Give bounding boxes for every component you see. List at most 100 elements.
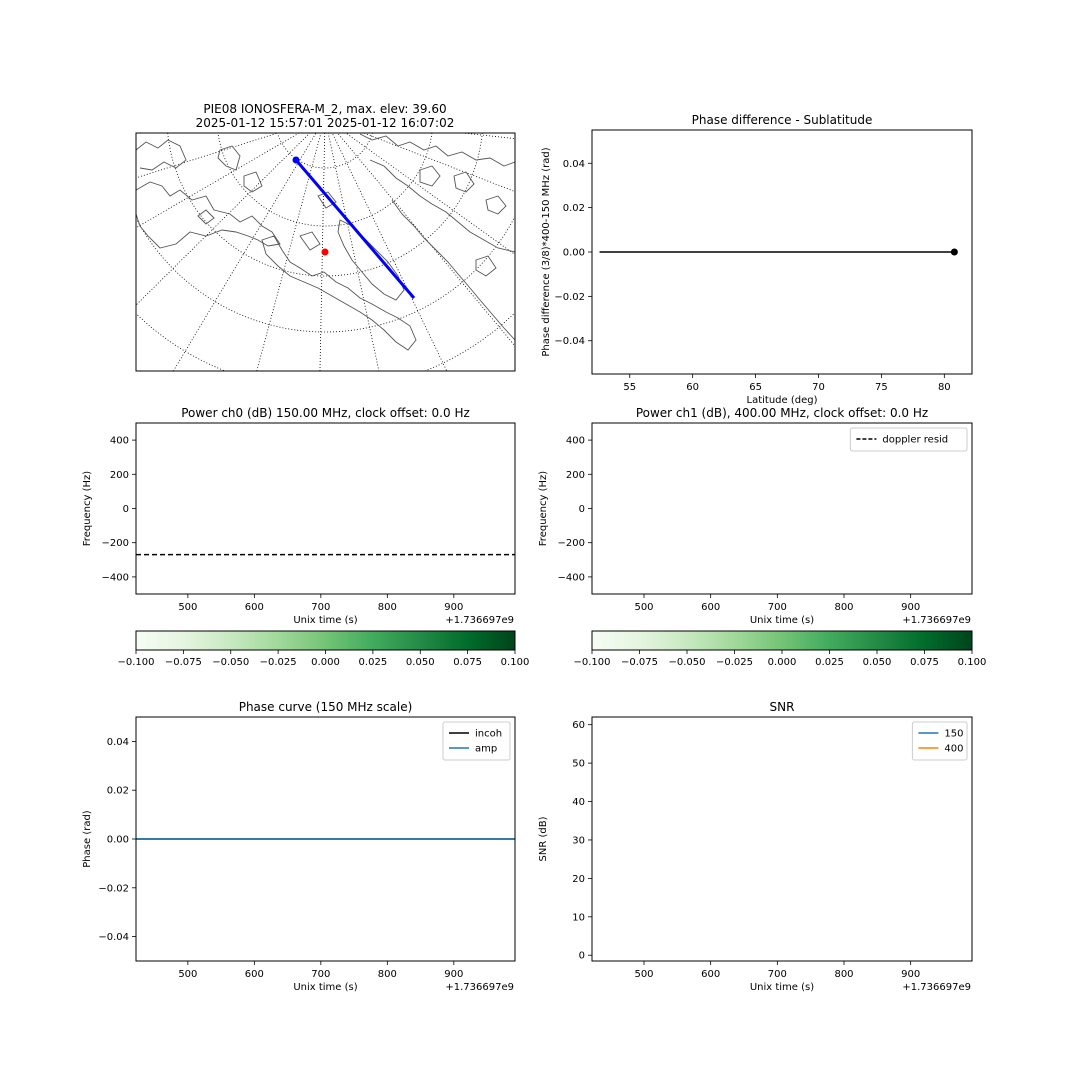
- power_ch0-ytick-label: 200: [110, 470, 129, 481]
- colorbar1-tick-label: 0.100: [958, 657, 987, 668]
- power-ch0-axes: Power ch0 (dB) 150.00 MHz, clock offset:…: [82, 406, 516, 626]
- map-title-line1: PIE08 IONOSFERA-M_2, max. elev: 39.60: [203, 102, 446, 116]
- map-station-marker: [321, 248, 329, 256]
- snr-title: SNR: [770, 700, 795, 714]
- phase_curve-xtick-label: 500: [178, 969, 197, 980]
- power_ch0-ytick-label: −200: [102, 538, 129, 549]
- phase_diff-xtick-label: 65: [749, 382, 762, 393]
- phase_curve-offset-text: +1.736697e9: [445, 982, 514, 993]
- colorbar0-tick-label: −0.025: [260, 657, 297, 668]
- power_ch0-ytick-label: 400: [110, 436, 129, 447]
- power_ch1-xtick-label: 800: [834, 602, 853, 613]
- colorbar-ch0: −0.100 −0.075 −0.050 −0.025 0.000 0.025 0.050 0…: [117, 630, 530, 668]
- power_ch1-xtick-label: 500: [634, 602, 653, 613]
- phase_diff-ytick-label: −0.04: [554, 336, 585, 347]
- snr-ytick-label: 50: [572, 759, 585, 770]
- map-satellite-track: [294, 159, 416, 299]
- power_ch0-frame: [135, 422, 516, 595]
- phase_diff-ytick-label: 0.02: [563, 203, 585, 214]
- phase_curve-ytick-label: 0.02: [107, 786, 129, 797]
- map-title-line2: 2025-01-12 15:57:01 2025-01-12 16:07:02: [196, 116, 455, 130]
- power_ch0-ytick-label: 0: [123, 504, 129, 515]
- colorbar1-tick-label: −0.075: [621, 657, 658, 668]
- snr-xlabel: Unix time (s): [750, 982, 814, 993]
- map-graticule-latitudes: [136, 133, 515, 371]
- snr-legend-label: 150: [944, 729, 963, 740]
- map-frame: [135, 132, 516, 372]
- snr-legend-label: 400: [944, 744, 963, 755]
- phase_curve-ytick-label: −0.04: [98, 932, 129, 943]
- snr-xtick-label: 600: [701, 969, 720, 980]
- power_ch0-ytick-label: −400: [102, 572, 129, 583]
- colorbar1-tick-label: 0.050: [863, 657, 892, 668]
- power_ch1-xtick-label: 600: [701, 602, 720, 613]
- snr-offset-text: +1.736697e9: [902, 982, 971, 993]
- colorbar0-tick-label: 0.075: [453, 657, 482, 668]
- power_ch0-offset-text: +1.736697e9: [445, 615, 514, 626]
- power_ch0-xtick-label: 800: [378, 602, 397, 613]
- phase_curve-legend-label: amp: [475, 744, 497, 755]
- snr-ytick-label: 40: [572, 797, 585, 808]
- power_ch1-ytick-label: −200: [558, 538, 585, 549]
- power_ch0-xtick-label: 900: [444, 602, 463, 613]
- phase-curve-axes: Phase curve (150 MHz scale) 500 600 700 800 9…: [82, 700, 516, 993]
- colorbar0-gradient: [135, 630, 516, 651]
- phase_curve-legend-label: incoh: [475, 729, 502, 740]
- colorbar0-tick-label: −0.050: [212, 657, 249, 668]
- phase-difference-axes: Phase difference - Sublatitude 55 60 65 70 75…: [541, 113, 973, 406]
- snr-frame: [591, 716, 973, 962]
- colorbar1-tick-label: 0.000: [768, 657, 797, 668]
- phase_curve-ytick-label: 0.00: [107, 835, 129, 846]
- power_ch1-title: Power ch1 (dB), 400.00 MHz, clock offset…: [636, 406, 928, 420]
- colorbar1-tick-label: 0.025: [815, 657, 844, 668]
- phase_diff-end-marker: [950, 248, 958, 256]
- snr-ytick-label: 20: [572, 874, 585, 885]
- snr-xtick-label: 900: [901, 969, 920, 980]
- colorbar1-gradient: [591, 630, 973, 651]
- colorbar1-tick-label: −0.100: [573, 657, 610, 668]
- power_ch1-ylabel: Frequency (Hz): [538, 471, 549, 547]
- snr-xtick-label: 500: [634, 969, 653, 980]
- snr-ylabel: SNR (dB): [538, 816, 549, 861]
- phase_curve-ytick-label: 0.04: [107, 737, 129, 748]
- phase_curve-xtick-label: 800: [378, 969, 397, 980]
- map-panel: PIE08 IONOSFERA-M_2, max. elev: 39.60 20…: [135, 102, 516, 372]
- phase_curve-xtick-label: 900: [444, 969, 463, 980]
- snr-xtick-label: 700: [768, 969, 787, 980]
- colorbar0-tick-label: 0.025: [359, 657, 388, 668]
- power_ch1-xtick-label: 700: [768, 602, 787, 613]
- colorbar-ch1: −0.100 −0.075 −0.050 −0.025 0.000 0.025 0.050 0…: [573, 630, 987, 668]
- power_ch1-offset-text: +1.736697e9: [902, 615, 971, 626]
- phase_diff-xtick-label: 60: [686, 382, 699, 393]
- power_ch0-title: Power ch0 (dB) 150.00 MHz, clock offset:…: [181, 406, 470, 420]
- power_ch0-xtick-label: 600: [245, 602, 264, 613]
- phase_diff-xtick-label: 55: [623, 382, 636, 393]
- snr-ytick-label: 0: [579, 951, 585, 962]
- power_ch0-xtick-label: 500: [178, 602, 197, 613]
- phase_diff-xtick-label: 80: [938, 382, 951, 393]
- snr-ytick-label: 30: [572, 835, 585, 846]
- phase_diff-ylabel: Phase difference (3/8)*400-150 MHz (rad): [541, 147, 552, 356]
- power_ch1-ytick-label: 200: [566, 470, 585, 481]
- colorbar1-tick-label: −0.025: [716, 657, 753, 668]
- power_ch1-legend-box: [849, 427, 968, 452]
- snr-ytick-label: 10: [572, 912, 585, 923]
- phase_curve-ylabel: Phase (rad): [82, 810, 93, 868]
- power-ch1-axes: Power ch1 (dB), 400.00 MHz, clock offset…: [538, 406, 973, 626]
- colorbar1-tick-label: 0.075: [910, 657, 939, 668]
- map-coastlines: [136, 133, 515, 351]
- phase_curve-title: Phase curve (150 MHz scale): [239, 700, 413, 714]
- snr-ytick-label: 60: [572, 720, 585, 731]
- power_ch1-xlabel: Unix time (s): [750, 615, 814, 626]
- power_ch1-ytick-label: −400: [558, 572, 585, 583]
- colorbar0-tick-label: −0.075: [165, 657, 202, 668]
- phase_diff-ytick-label: −0.02: [554, 292, 585, 303]
- phase_diff-ytick-label: 0.04: [563, 159, 585, 170]
- colorbar0-tick-label: 0.000: [311, 657, 340, 668]
- phase_curve-ytick-label: −0.02: [98, 883, 129, 894]
- colorbar0-tick-label: 0.100: [501, 657, 530, 668]
- power_ch1-legend-label: doppler resid: [882, 435, 948, 446]
- power_ch0-ylabel: Frequency (Hz): [82, 471, 93, 547]
- phase_curve-xtick-label: 700: [311, 969, 330, 980]
